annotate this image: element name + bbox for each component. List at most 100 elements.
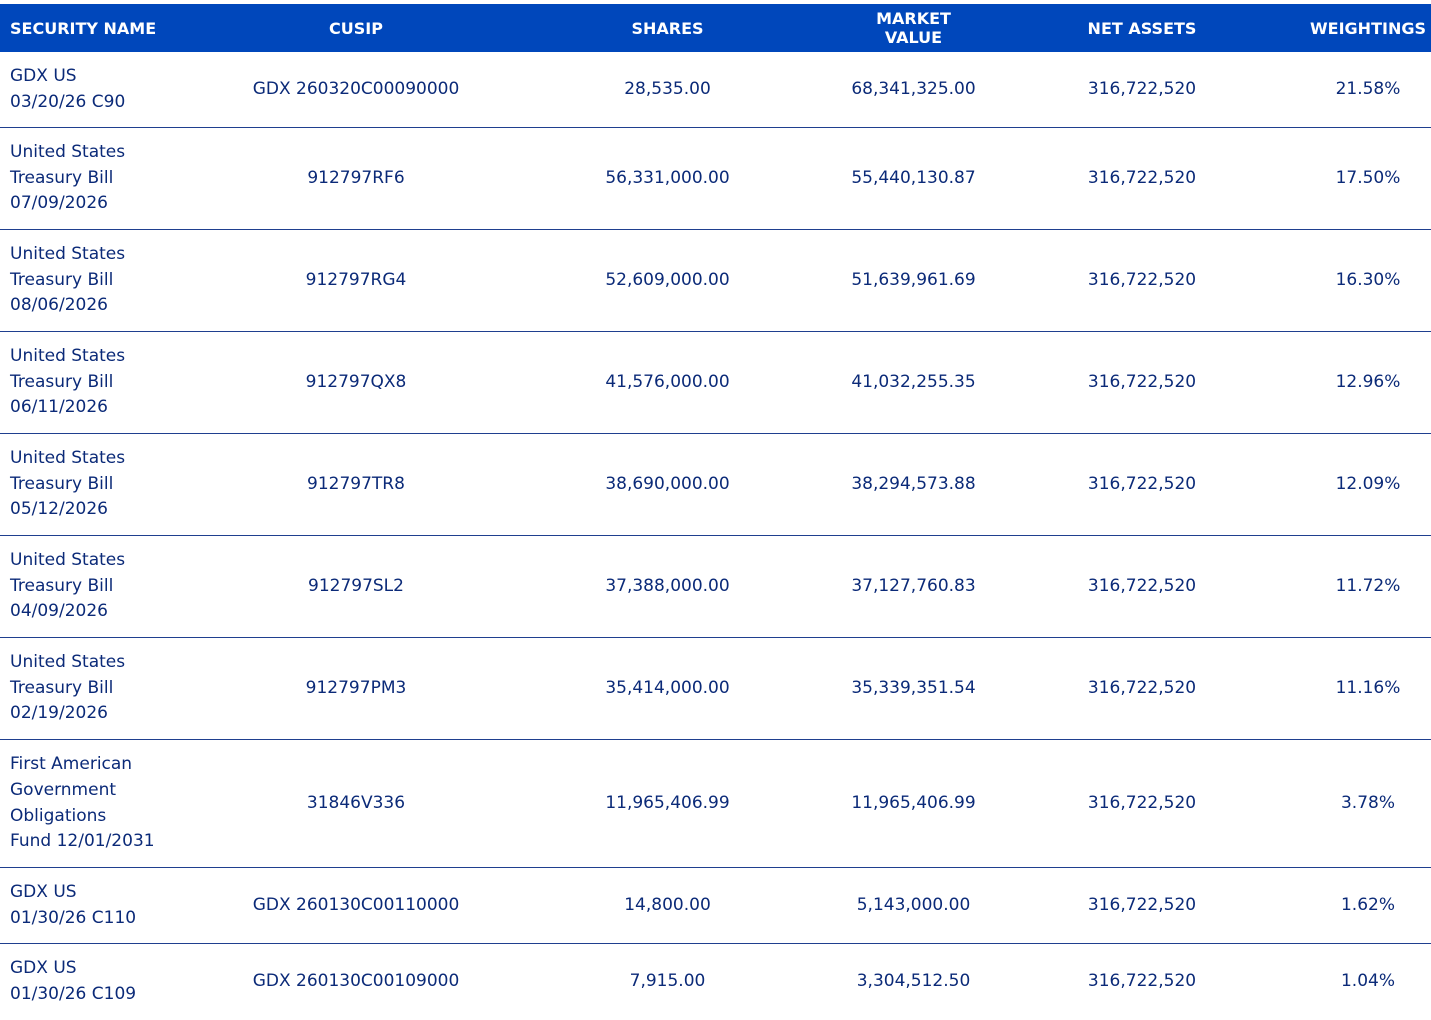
table-row: United States Treasury Bill 04/09/2026 9127…	[0, 536, 1431, 638]
cell-security-name: United States Treasury Bill 02/19/2026	[0, 650, 225, 727]
cell-market-value: 11,965,406.99	[851, 792, 976, 813]
cell-weighting: 3.78%	[1340, 792, 1395, 813]
header-net-assets[interactable]: NET ASSETS	[1087, 18, 1197, 38]
security-name-line: United States	[10, 243, 126, 264]
cell-cusip: 912797RF6	[307, 167, 405, 188]
cell-cusip: 912797PM3	[305, 677, 407, 698]
security-name-line: 05/12/2026	[10, 499, 108, 520]
header-shares[interactable]: SHARES	[631, 18, 704, 38]
security-name-line: GDX US	[10, 958, 77, 979]
table-row: United States Treasury Bill 06/11/2026 9127…	[0, 332, 1431, 434]
cell-weighting: 21.58%	[1335, 78, 1401, 99]
security-name-line: United States	[10, 447, 126, 468]
security-name-line: 01/30/26 C109	[10, 984, 137, 1004]
header-cusip[interactable]: CUSIP	[329, 18, 383, 38]
table-row: GDX US 01/30/26 C109 GDX 260130C00109000 7,…	[0, 944, 1431, 1020]
cell-net-assets: 316,722,520	[1087, 473, 1197, 494]
cell-security-name: First American Government Obligations Fund …	[0, 752, 225, 855]
cell-weighting: 1.62%	[1340, 894, 1395, 915]
security-name-line: 04/09/2026	[10, 601, 108, 622]
security-name-line: United States	[10, 141, 126, 162]
security-name-line: 08/06/2026	[10, 295, 108, 316]
cell-weighting: 1.04%	[1340, 971, 1395, 992]
cell-shares: 28,535.00	[624, 78, 711, 99]
cell-weighting: 16.30%	[1335, 269, 1401, 290]
security-name-line: Treasury Bill	[10, 167, 114, 188]
security-name-line: United States	[10, 345, 126, 366]
table-row: United States Treasury Bill 07/09/2026 9127…	[0, 128, 1431, 230]
cell-security-name: GDX US 03/20/26 C90	[0, 64, 225, 115]
table-row: United States Treasury Bill 02/19/2026 9127…	[0, 638, 1431, 740]
cell-weighting: 12.96%	[1335, 371, 1401, 392]
cell-cusip: 912797QX8	[305, 371, 407, 392]
header-market-value[interactable]: MARKET VALUE	[876, 9, 951, 47]
cell-net-assets: 316,722,520	[1087, 167, 1197, 188]
cell-security-name: United States Treasury Bill 04/09/2026	[0, 548, 225, 625]
cell-net-assets: 316,722,520	[1087, 971, 1197, 992]
cell-security-name: United States Treasury Bill 05/12/2026	[0, 446, 225, 523]
cell-market-value: 51,639,961.69	[851, 269, 976, 290]
cell-weighting: 11.16%	[1335, 677, 1401, 698]
cell-cusip: 912797RG4	[305, 269, 407, 290]
security-name-line: GDX US	[10, 881, 77, 902]
cell-security-name: United States Treasury Bill 08/06/2026	[0, 242, 225, 319]
cell-net-assets: 316,722,520	[1087, 894, 1197, 915]
cell-weighting: 17.50%	[1335, 167, 1401, 188]
security-name-line: First American	[10, 754, 133, 775]
cell-net-assets: 316,722,520	[1087, 792, 1197, 813]
security-name-line: Treasury Bill	[10, 677, 114, 698]
security-name-line: Treasury Bill	[10, 575, 114, 596]
security-name-line: GDX US	[10, 65, 77, 86]
cell-market-value: 41,032,255.35	[851, 371, 976, 392]
table-row: First American Government Obligations Fund …	[0, 740, 1431, 868]
cell-shares: 56,331,000.00	[605, 167, 730, 188]
cell-security-name: United States Treasury Bill 06/11/2026	[0, 344, 225, 421]
table-row: GDX US 03/20/26 C90 GDX 260320C00090000 28,…	[0, 52, 1431, 128]
cell-market-value: 3,304,512.50	[856, 971, 971, 992]
cell-cusip: 31846V336	[306, 792, 406, 813]
security-name-line: United States	[10, 549, 126, 570]
cell-security-name: United States Treasury Bill 07/09/2026	[0, 140, 225, 217]
security-name-line: Treasury Bill	[10, 473, 114, 494]
cell-cusip: 912797SL2	[308, 575, 404, 596]
cell-market-value: 68,341,325.00	[851, 78, 976, 99]
cell-shares: 37,388,000.00	[605, 575, 730, 596]
cell-security-name: GDX US 01/30/26 C110	[0, 880, 225, 931]
cell-cusip: GDX 260130C00110000	[252, 894, 460, 915]
security-name-line: 07/09/2026	[10, 193, 108, 214]
cell-security-name: GDX US 01/30/26 C109	[0, 956, 225, 1007]
cell-shares: 38,690,000.00	[605, 473, 730, 494]
security-name-line: Obligations	[10, 805, 107, 826]
cell-shares: 7,915.00	[629, 971, 706, 992]
security-name-line: 06/11/2026	[10, 397, 108, 418]
cell-cusip: GDX 260320C00090000	[252, 78, 460, 99]
cell-market-value: 35,339,351.54	[851, 677, 976, 698]
cell-market-value: 5,143,000.00	[856, 894, 971, 915]
cell-net-assets: 316,722,520	[1087, 677, 1197, 698]
cell-net-assets: 316,722,520	[1087, 371, 1197, 392]
header-weightings[interactable]: WEIGHTINGS	[1310, 18, 1426, 38]
cell-weighting: 12.09%	[1335, 473, 1401, 494]
security-name-line: Treasury Bill	[10, 371, 114, 392]
table-body: GDX US 03/20/26 C90 GDX 260320C00090000 28,…	[0, 52, 1431, 1020]
table-row: United States Treasury Bill 05/12/2026 9127…	[0, 434, 1431, 536]
table-row: GDX US 01/30/26 C110 GDX 260130C00110000 14…	[0, 868, 1431, 944]
cell-net-assets: 316,722,520	[1087, 269, 1197, 290]
cell-shares: 35,414,000.00	[605, 677, 730, 698]
cell-market-value: 55,440,130.87	[851, 167, 976, 188]
cell-shares: 14,800.00	[624, 894, 711, 915]
cell-cusip: 912797TR8	[307, 473, 405, 494]
cell-market-value: 37,127,760.83	[851, 575, 976, 596]
table-row: United States Treasury Bill 08/06/2026 9127…	[0, 230, 1431, 332]
cell-shares: 52,609,000.00	[605, 269, 730, 290]
holdings-table: SECURITY NAME CUSIP SHARES MARKET VALUE …	[0, 4, 1431, 1020]
security-name-line: Fund 12/01/2031	[10, 831, 155, 852]
header-security-name[interactable]: SECURITY NAME	[10, 18, 157, 38]
security-name-line: 01/30/26 C110	[10, 907, 137, 928]
cell-net-assets: 316,722,520	[1087, 78, 1197, 99]
security-name-line: Treasury Bill	[10, 269, 114, 290]
cell-weighting: 11.72%	[1335, 575, 1401, 596]
cell-market-value: 38,294,573.88	[851, 473, 976, 494]
cell-cusip: GDX 260130C00109000	[252, 971, 460, 992]
table-header: SECURITY NAME CUSIP SHARES MARKET VALUE …	[0, 4, 1431, 52]
